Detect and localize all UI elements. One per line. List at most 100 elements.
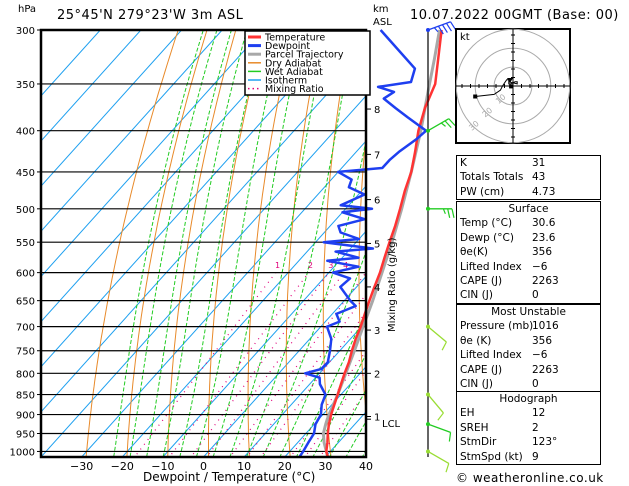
surface-row: θe(K) 356 [460,246,553,259]
wind-barb-flag [444,120,452,129]
km-tick-label: 1 [374,413,380,424]
km-label: km [373,4,389,15]
wind-barb-flag [445,463,450,473]
wet-adiabat-line [113,30,204,457]
most-unstable-row: θe (K) 356 [460,334,553,347]
y-tick-label: 550 [16,238,35,249]
wet-adiabat-line [345,420,366,457]
y-tick-label: 900 [16,411,35,422]
most-unstable-row: CIN (J) 0 [460,377,539,390]
wind-barb [426,118,456,133]
wind-barb-shaft [427,326,447,343]
wind-barb [426,422,452,442]
legend-label-mixing-ratio: Mixing Ratio [265,84,324,95]
wind-barb-flag [451,208,455,218]
lcl-label: LCL [382,419,401,430]
wet-adiabat-line [229,30,328,457]
hodograph-row: EH 12 [460,407,546,420]
wind-barb [426,449,450,473]
hodograph-table: Hodograph EH 12 SREH 2 StmDir 123° StmSpd (… [456,392,601,465]
plot-area: 1 2 3 4 6 8 10 16 20 25 [41,30,445,457]
dry-adiabat-line [247,30,294,457]
legend-label-isotherm: Isotherm [265,76,307,87]
dewpoint-line [298,29,428,458]
parcel-trajectory-line [321,29,441,458]
isotherm-line [162,230,366,457]
wind-barb [426,324,447,351]
km-tick-label: 5 [374,239,380,250]
wind-barb-shaft [427,394,444,414]
mixing-ratio-label: 20 [435,261,445,270]
y-tick-label: 650 [16,297,35,308]
asl-label: ASL [373,17,392,28]
location-title: 25°45'N 279°23'W 3m ASL [57,8,244,23]
hodograph-trace [475,79,518,97]
legend-box [244,30,371,96]
x-tick-label: 10 [237,460,251,473]
wind-barb-shaft [427,118,450,132]
surface-row: CAPE (J) 2263 [460,274,559,287]
x-tick-label: −10 [151,460,174,473]
y-tick-label: 800 [16,369,35,380]
isotherm-line [41,30,345,368]
indices-table: K 31 Totals Totals 43 PW (cm) 4.73 [456,155,601,201]
wind-barb-flag [448,118,456,126]
x-tick-label: 30 [318,460,332,473]
index-row-pw: PW (cm) 4.73 [460,185,556,198]
hodograph-marker [509,84,514,89]
wind-barb-flag [448,432,452,442]
y-tick-label: 700 [16,323,35,334]
hodograph-row: SREH 2 [460,421,539,434]
x-tick-label: −20 [111,460,134,473]
x-tick-label: 40 [359,460,373,473]
dry-adiabat-line [285,30,323,457]
km-tick-label: 4 [374,283,380,294]
legend-label-dewpoint: Dewpoint [265,41,310,52]
surface-table: Surface Temp (°C) 30.6 Dewp (°C) 23.6 θe(K… [456,201,601,304]
isotherm-line [203,275,366,457]
wind-barb-flag [442,208,446,215]
legend-label-parcel-trajectory: Parcel Trajectory [265,50,344,61]
dry-adiabat-line [167,30,237,457]
isotherm-line [41,30,264,278]
km-tick-label: 6 [374,196,380,207]
y-tick-label: 450 [16,168,35,179]
y-tick-label: 600 [16,269,35,280]
wet-adiabat-line [246,30,356,457]
hodograph-unit-label: kt [460,32,470,43]
index-row-totals: Totals Totals 43 [460,171,546,184]
wet-adiabat-line [262,137,366,457]
wind-barb-flag [437,412,444,421]
legend-label-wet-adiabat: Wet Adiabat [265,67,323,78]
mixing-ratio-label: 16 [422,261,432,270]
legend-label-temperature: Temperature [264,33,325,44]
isotherm-line [81,140,366,457]
isotherm-line [41,30,142,142]
most-unstable-row: Lifted Index −6 [460,349,548,362]
surface-title: Surface [508,203,549,215]
mixing-ratio-line [190,272,330,457]
mixing-ratio-line [206,272,345,457]
surface-row: Dewp (°C) 23.6 [460,231,556,244]
wet-adiabat-line [179,30,265,457]
wind-barb [426,392,444,421]
dry-adiabat-line [358,129,366,416]
x-axis-title: Dewpoint / Temperature (°C) [143,470,316,484]
km-tick-label: 7 [374,150,380,161]
wind-barb-shaft [427,21,451,31]
wind-barb-flag [450,21,457,30]
dry-adiabat-line [126,30,208,457]
wind-barb-flag [447,208,451,218]
surface-row: Temp (°C) 30.6 [460,217,556,230]
dry-adiabat-line [322,30,352,457]
wet-adiabat-line [212,30,304,457]
wet-adiabat-line [162,30,248,457]
wind-barb [426,21,457,35]
x-tick-label: 0 [200,460,207,473]
y-tick-label: 500 [16,205,35,216]
isotherm-line [41,95,366,457]
hodograph-row: StmDir 123° [460,436,558,449]
most-unstable-table: Most Unstable Pressure (mb) 1016 θe (K) 35… [456,304,601,393]
